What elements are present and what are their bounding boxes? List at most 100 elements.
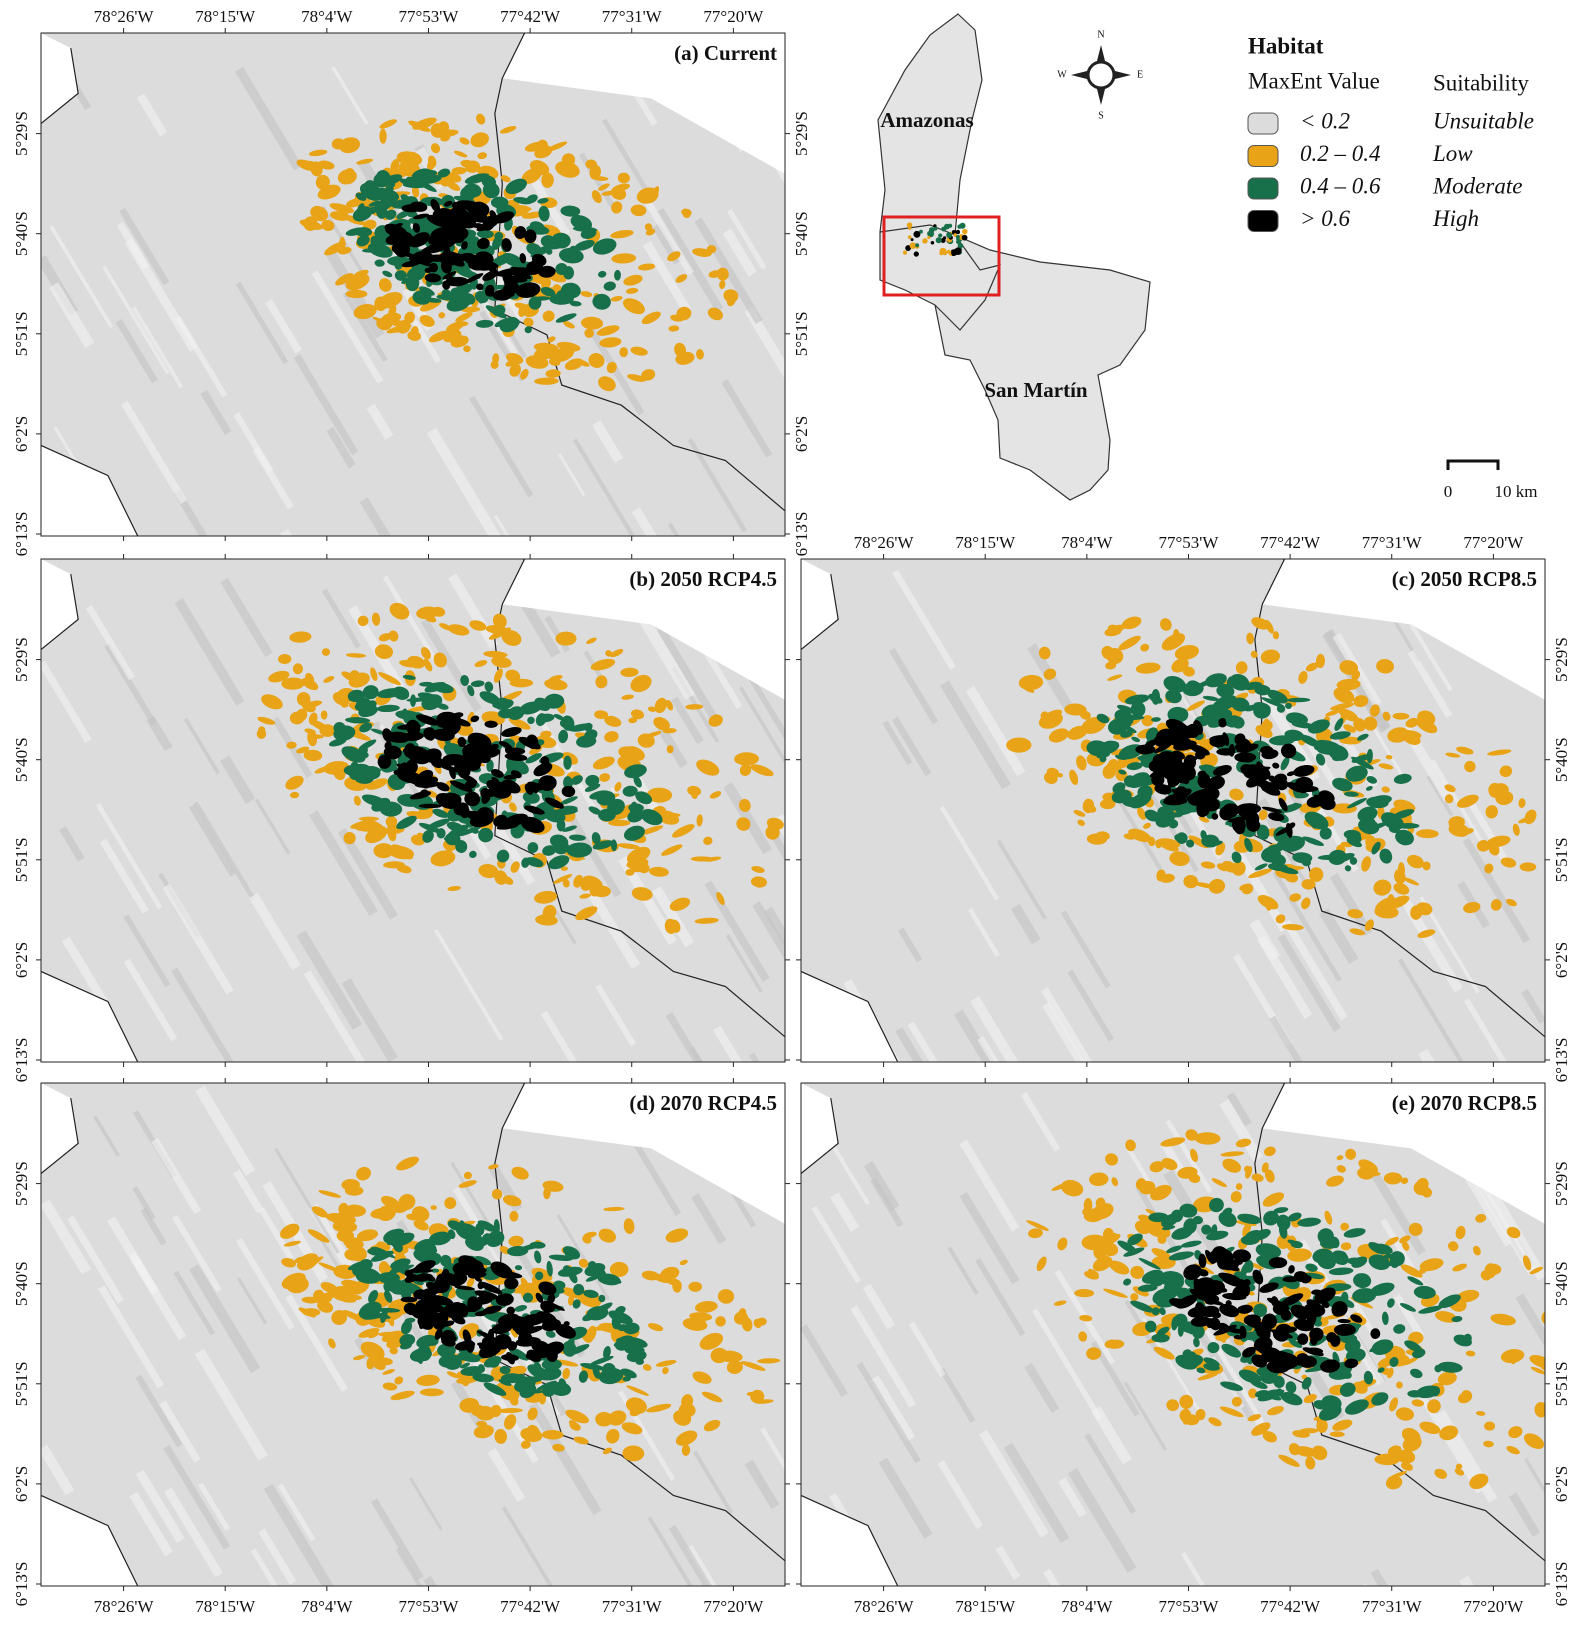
habitat-patch (431, 728, 455, 742)
habitat-patch (1200, 861, 1216, 869)
habitat-patch (1276, 1233, 1291, 1250)
panel-content (801, 559, 1545, 1062)
habitat-patch (418, 286, 435, 296)
habitat-patch (383, 748, 392, 756)
habitat-patch (1109, 718, 1132, 732)
habitat-patch (464, 791, 481, 807)
habitat-patch (488, 1358, 500, 1368)
habitat-patch (363, 1313, 385, 1320)
habitat-patch (1079, 1314, 1093, 1322)
habitat-patch (522, 791, 540, 804)
habitat-patch (669, 897, 691, 911)
habitat-patch (1194, 882, 1215, 889)
habitat-patch (647, 706, 657, 712)
hillshade (233, 1169, 264, 1214)
habitat-patch (1314, 794, 1330, 803)
habitat-patch (471, 255, 490, 267)
habitat-patch (1095, 831, 1110, 841)
habitat-patch (1339, 736, 1362, 745)
habitat-patch (562, 266, 574, 280)
habitat-patch (1143, 822, 1151, 829)
habitat-patch (478, 863, 499, 879)
habitat-patch (508, 717, 531, 730)
habitat-patch (535, 914, 558, 926)
habitat-patch (545, 369, 561, 378)
habitat-patch (1529, 1266, 1544, 1275)
habitat-patch (709, 791, 722, 799)
habitat-patch (394, 257, 404, 270)
hillshade (285, 1294, 348, 1392)
habitat-patch (1407, 1390, 1423, 1398)
inset-habitat (938, 233, 943, 238)
habitat-patch (390, 159, 400, 173)
habitat-patch (449, 780, 473, 793)
habitat-patch (1189, 1288, 1206, 1299)
hillshade (642, 241, 691, 314)
scale-label: 10 km (1495, 482, 1538, 501)
hillshade (254, 798, 291, 855)
habitat-patch (1434, 1364, 1443, 1373)
habitat-patch (492, 613, 507, 629)
habitat-patch (1201, 1224, 1212, 1235)
habitat-patch (1388, 825, 1400, 834)
habitat-patch (1490, 899, 1502, 911)
habitat-patch (669, 919, 681, 933)
habitat-patch (552, 284, 562, 293)
hillshade (49, 225, 114, 329)
habitat-patch (543, 1186, 551, 1200)
habitat-patch (706, 245, 717, 254)
habitat-patch (430, 1205, 437, 1210)
habitat-patch (1218, 720, 1227, 728)
habitat-patch (568, 834, 586, 841)
habitat-patch (341, 1279, 364, 1290)
habitat-patch (569, 723, 593, 732)
habitat-patch (563, 755, 572, 770)
habitat-patch (1298, 1356, 1317, 1368)
habitat-patch (1371, 1392, 1389, 1406)
habitat-patch (1086, 1347, 1102, 1360)
habitat-patch (605, 650, 613, 657)
habitat-patch (519, 1383, 537, 1399)
habitat-patch (404, 1317, 416, 1324)
habitat-patch (580, 291, 593, 298)
habitat-patch (1186, 839, 1195, 848)
hillshade (878, 1457, 933, 1539)
habitat-patch (1267, 1406, 1284, 1416)
habitat-patch (1487, 749, 1512, 756)
habitat-patch (1273, 1207, 1289, 1214)
hillshade (592, 420, 624, 463)
hillshade (1269, 1015, 1303, 1062)
habitat-patch (703, 1419, 721, 1432)
longitude-label: 78°26'W (94, 7, 155, 26)
habitat-patch (1228, 815, 1251, 823)
habitat-patch (474, 660, 488, 668)
habitat-patch (353, 1355, 366, 1361)
habitat-patch (522, 1292, 534, 1303)
habitat-patch (524, 805, 545, 815)
habitat-patch (390, 844, 414, 860)
habitat-patch (500, 1373, 524, 1384)
habitat-patch (582, 875, 603, 890)
habitat-patch (355, 192, 367, 201)
habitat-patch (692, 1371, 712, 1384)
habitat-patch (1261, 806, 1283, 813)
habitat-patch (559, 1287, 584, 1299)
habitat-patch (370, 667, 378, 682)
habitat-patch (1400, 1302, 1416, 1312)
habitat-patch (708, 714, 723, 727)
habitat-patch (1167, 771, 1181, 787)
habitat-patch (409, 201, 428, 212)
habitat-patch (493, 211, 515, 224)
habitat-patch (520, 816, 545, 834)
scale-label: 0 (1444, 482, 1453, 501)
habitat-patch (672, 824, 695, 838)
habitat-patch (338, 1202, 349, 1216)
habitat-patch (1506, 1446, 1520, 1455)
habitat-patch (336, 1229, 355, 1242)
longitude-label: 77°53'W (1159, 1597, 1220, 1616)
habitat-patch (622, 1376, 631, 1382)
habitat-patch (519, 253, 527, 264)
habitat-patch (1166, 1245, 1183, 1254)
habitat-patch (491, 1188, 503, 1200)
habitat-patch (505, 669, 521, 682)
